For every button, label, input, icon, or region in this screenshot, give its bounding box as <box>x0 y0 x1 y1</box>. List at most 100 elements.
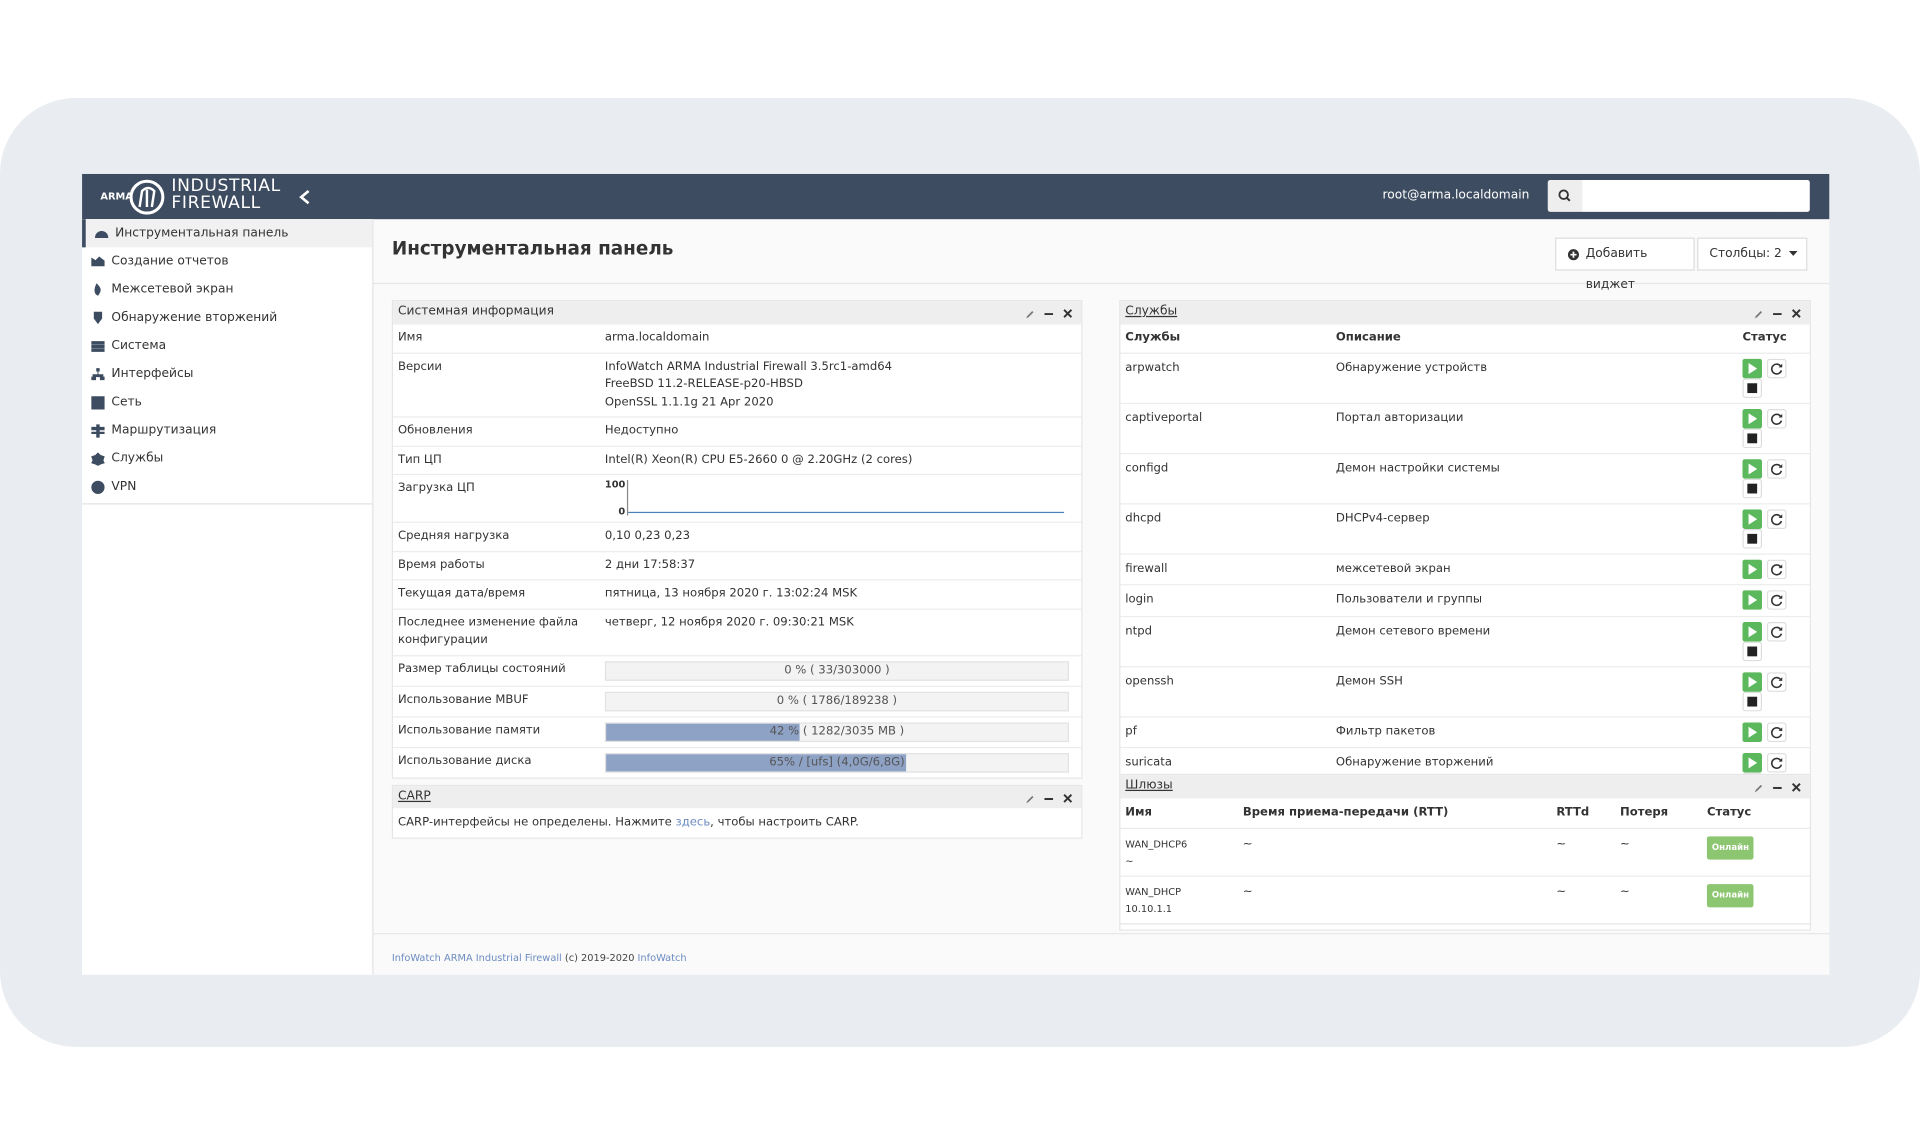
sidebar-item[interactable]: Обнаружение вторжений <box>82 304 372 332</box>
add-widget-label: Добавить виджет <box>1585 247 1648 292</box>
info-row: Использование диска 65% / [ufs] (4,0G/6,8… <box>393 746 1082 777</box>
sidebar-item[interactable]: VPN <box>82 473 372 501</box>
carp-message: CARP-интерфейсы не определены. Нажмите з… <box>393 808 1081 837</box>
start-button[interactable] <box>1742 408 1763 428</box>
sidebar-item[interactable]: Создание отчетов <box>82 247 372 275</box>
start-button[interactable] <box>1742 558 1763 579</box>
start-button[interactable] <box>1742 508 1763 529</box>
gateway-name: WAN_DHCP <box>1125 886 1182 898</box>
service-row: pf Фильтр пакетов <box>1120 715 1810 748</box>
sidebar-item[interactable]: Интерфейсы <box>82 360 372 388</box>
widget-title[interactable]: Службы <box>1125 304 1178 319</box>
sidebar-label: VPN <box>111 480 137 494</box>
widget-tools[interactable] <box>1753 780 1802 802</box>
sidebar-item[interactable]: Маршрутизация <box>82 416 372 444</box>
restart-button[interactable] <box>1766 721 1787 742</box>
column-header: Статус <box>1702 797 1810 829</box>
info-label: Загрузка ЦП <box>393 473 600 523</box>
widget-header: Службы <box>1120 301 1810 324</box>
restart-button[interactable] <box>1766 753 1787 773</box>
info-row: Тип ЦП Intel(R) Xeon(R) CPU E5-2660 0 @ 2… <box>393 445 1082 475</box>
service-description: Демон SSH <box>1331 665 1738 717</box>
info-value-line: arma.localdomain <box>604 330 710 345</box>
collapse-toggle[interactable] <box>298 189 313 206</box>
restart-button[interactable] <box>1766 671 1787 692</box>
service-description: Пользователи и группы <box>1331 584 1738 616</box>
widget-tools[interactable] <box>1025 791 1074 813</box>
service-name: ntpd <box>1120 615 1332 667</box>
cpu-max: 100 <box>604 478 626 490</box>
restart-button[interactable] <box>1766 558 1787 579</box>
footer-link[interactable]: InfoWatch ARMA Industrial Firewall <box>391 952 562 964</box>
restart-button[interactable] <box>1766 508 1787 529</box>
service-controls <box>1737 715 1810 748</box>
info-value-line: Intel(R) Xeon(R) CPU E5-2660 0 @ 2.20GHz… <box>604 452 913 466</box>
gateway-name: WAN_DHCP6 <box>1125 838 1188 850</box>
sidebar-item[interactable]: Службы <box>82 444 372 472</box>
footer-link[interactable]: InfoWatch <box>637 952 687 964</box>
start-button[interactable] <box>1742 721 1763 742</box>
restart-button[interactable] <box>1766 358 1787 378</box>
sidebar-item[interactable]: Система <box>82 332 372 360</box>
service-controls <box>1737 552 1810 585</box>
service-controls <box>1737 665 1810 717</box>
start-button[interactable] <box>1742 358 1763 378</box>
sidebar-item[interactable]: Межсетевой экран <box>82 276 372 304</box>
app-window: ARMA INDUSTRIAL FIREWALL root@arma.local… <box>82 173 1830 975</box>
user-name[interactable]: root@arma.localdomain <box>1382 188 1530 203</box>
info-row: Средняя нагрузка 0,10 0,23 0,23 <box>393 521 1082 552</box>
restart-button[interactable] <box>1766 621 1787 642</box>
info-value: 2 дни 17:58:37 <box>600 550 1082 580</box>
widget-tools[interactable] <box>1025 306 1074 328</box>
column-header: Службы <box>1120 323 1332 353</box>
restart-button[interactable] <box>1766 458 1787 479</box>
column-header: Потеря <box>1615 797 1703 829</box>
widget-title[interactable]: Шлюзы <box>1125 778 1173 793</box>
sidebar-label: Создание отчетов <box>111 254 229 269</box>
carp-link[interactable]: здесь <box>675 815 711 829</box>
start-button[interactable] <box>1742 621 1763 642</box>
info-value-line: четверг, 12 ноября 2020 г. 09:30:21 MSK <box>604 615 854 629</box>
stop-button[interactable] <box>1742 478 1763 498</box>
stop-button[interactable] <box>1742 427 1763 448</box>
service-name: openssh <box>1120 665 1332 717</box>
sidebar-label: Межсетевой экран <box>111 282 234 297</box>
sidebar-label: Обнаружение вторжений <box>111 311 278 325</box>
restart-button[interactable] <box>1766 408 1787 428</box>
add-widget-button[interactable]: Добавить виджет <box>1555 237 1695 291</box>
info-value: 0 % ( 1786/189238 ) <box>600 685 1082 717</box>
progress-text: 0 % ( 33/303000 ) <box>784 663 890 677</box>
top-bar: ARMA INDUSTRIAL FIREWALL root@arma.local… <box>82 173 1830 220</box>
stop-button[interactable] <box>1742 641 1763 661</box>
service-description: Демон сетевого времени <box>1331 615 1738 667</box>
search-button[interactable] <box>1547 180 1583 212</box>
stop-button[interactable] <box>1742 691 1763 711</box>
gateways-header: Имя Время приема-передачи (RTT) RTTd Потеря… <box>1120 797 1810 829</box>
widget-header: CARP <box>393 786 1082 809</box>
carp-text: CARP-интерфейсы не определены. Нажмите <box>397 815 676 829</box>
service-row: login Пользователи и группы <box>1120 584 1810 616</box>
start-button[interactable] <box>1742 458 1763 479</box>
info-value: Intel(R) Xeon(R) CPU E5-2660 0 @ 2.20GHz… <box>600 445 1082 475</box>
stop-button[interactable] <box>1742 528 1763 548</box>
stop-button[interactable] <box>1742 377 1763 398</box>
info-label: Использование памяти <box>393 715 600 747</box>
search-input[interactable] <box>1582 180 1810 212</box>
sidebar-item[interactable]: Инструментальная панель <box>82 219 373 248</box>
sidebar-label: Сеть <box>111 395 142 409</box>
start-button[interactable] <box>1742 753 1763 773</box>
gateway-loss: ~ <box>1615 827 1703 877</box>
start-button[interactable] <box>1742 590 1763 610</box>
widget-title[interactable]: CARP <box>397 789 431 804</box>
sidebar-item[interactable]: Сеть <box>82 388 372 416</box>
columns-select[interactable]: Столбцы: 2 <box>1697 237 1808 271</box>
widget-tools[interactable] <box>1753 306 1802 328</box>
service-row: configd Демон настройки системы <box>1120 452 1810 504</box>
start-button[interactable] <box>1742 671 1763 692</box>
sidebar-label: Система <box>111 339 167 353</box>
column-header: Статус <box>1737 323 1810 353</box>
progress-text: 65% / [ufs] (4,0G/6,8G) <box>769 754 905 769</box>
restart-button[interactable] <box>1766 590 1787 610</box>
column-header: RTTd <box>1551 797 1616 829</box>
